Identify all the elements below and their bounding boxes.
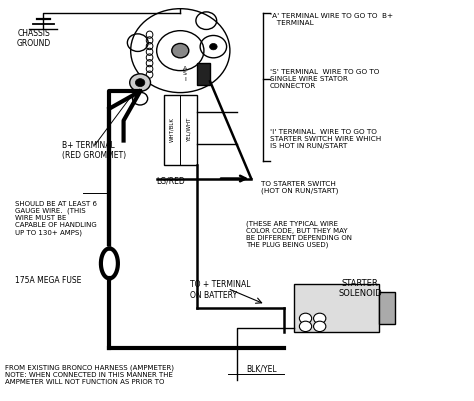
Text: WHT/BLK: WHT/BLK (170, 117, 174, 142)
Text: S: S (183, 71, 187, 76)
Text: TO + TERMINAL
ON BATTERY: TO + TERMINAL ON BATTERY (190, 280, 250, 300)
Circle shape (300, 313, 312, 324)
Text: I: I (184, 77, 186, 82)
Text: 'A' TERMINAL WIRE TO GO TO  B+
   TERMINAL: 'A' TERMINAL WIRE TO GO TO B+ TERMINAL (270, 13, 393, 26)
Text: CHASSIS
GROUND: CHASSIS GROUND (17, 28, 51, 48)
Text: 'I' TERMINAL  WIRE TO GO TO
STARTER SWITCH WIRE WHICH
IS HOT IN RUN/START: 'I' TERMINAL WIRE TO GO TO STARTER SWITC… (270, 129, 381, 148)
Text: LG/RED: LG/RED (156, 176, 185, 185)
Text: 'S' TERMINAL  WIRE TO GO TO
SINGLE WIRE STATOR
CONNECTOR: 'S' TERMINAL WIRE TO GO TO SINGLE WIRE S… (270, 69, 380, 89)
Bar (294, 284, 379, 332)
Bar (197, 63, 210, 85)
Circle shape (314, 321, 326, 332)
Text: BLK/YEL: BLK/YEL (246, 365, 277, 373)
Circle shape (210, 43, 217, 50)
Text: A: A (183, 66, 187, 71)
Text: TO STARTER SWITCH
(HOT ON RUN/START): TO STARTER SWITCH (HOT ON RUN/START) (261, 180, 338, 194)
Text: SHOULD BE AT LEAST 6
GAUGE WIRE.  (THIS
WIRE MUST BE
CAPABLE OF HANDLING
UP TO 1: SHOULD BE AT LEAST 6 GAUGE WIRE. (THIS W… (15, 200, 97, 235)
Circle shape (172, 43, 189, 58)
Text: B+ TERMINAL
(RED GROMMET): B+ TERMINAL (RED GROMMET) (62, 141, 126, 160)
Text: (THESE ARE TYPICAL WIRE
COLOR CODE, BUT THEY MAY
BE DIFFERENT DEPENDING ON
THE P: (THESE ARE TYPICAL WIRE COLOR CODE, BUT … (246, 221, 353, 249)
Circle shape (300, 321, 312, 332)
Text: YEL/WHT: YEL/WHT (186, 117, 191, 142)
Text: FROM EXISTING BRONCO HARNESS (AMPMETER)
NOTE: WHEN CONNECTED IN THIS MANNER THE
: FROM EXISTING BRONCO HARNESS (AMPMETER) … (5, 365, 174, 385)
Circle shape (136, 79, 145, 87)
Text: 175A MEGA FUSE: 175A MEGA FUSE (15, 276, 81, 285)
Circle shape (130, 74, 151, 91)
Bar (379, 292, 395, 324)
Circle shape (314, 313, 326, 324)
Bar (164, 95, 197, 164)
Text: STARTER
SOLENOID: STARTER SOLENOID (338, 279, 382, 298)
